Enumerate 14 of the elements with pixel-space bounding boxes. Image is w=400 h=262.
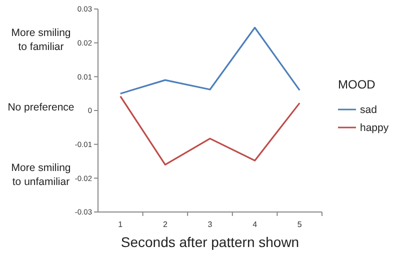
x-tick-label: 1: [118, 220, 124, 229]
x-axis-title: Seconds after pattern shown: [120, 234, 300, 250]
text: No preference: [8, 102, 74, 114]
x-tick-label: 3: [208, 220, 213, 229]
x-tick-label: 4: [252, 220, 258, 229]
line-series: [120, 26, 300, 94]
line-series: [120, 95, 300, 166]
text: More smiling to unfamiliar: [11, 162, 71, 188]
legend-label: sad: [360, 104, 378, 116]
x-tick-label: 2: [162, 220, 168, 229]
x-tick-label: 5: [297, 220, 302, 229]
legend-title: MOOD: [338, 78, 376, 92]
text: More smiling to familiar: [11, 26, 71, 53]
legend-label: happy: [360, 122, 390, 134]
